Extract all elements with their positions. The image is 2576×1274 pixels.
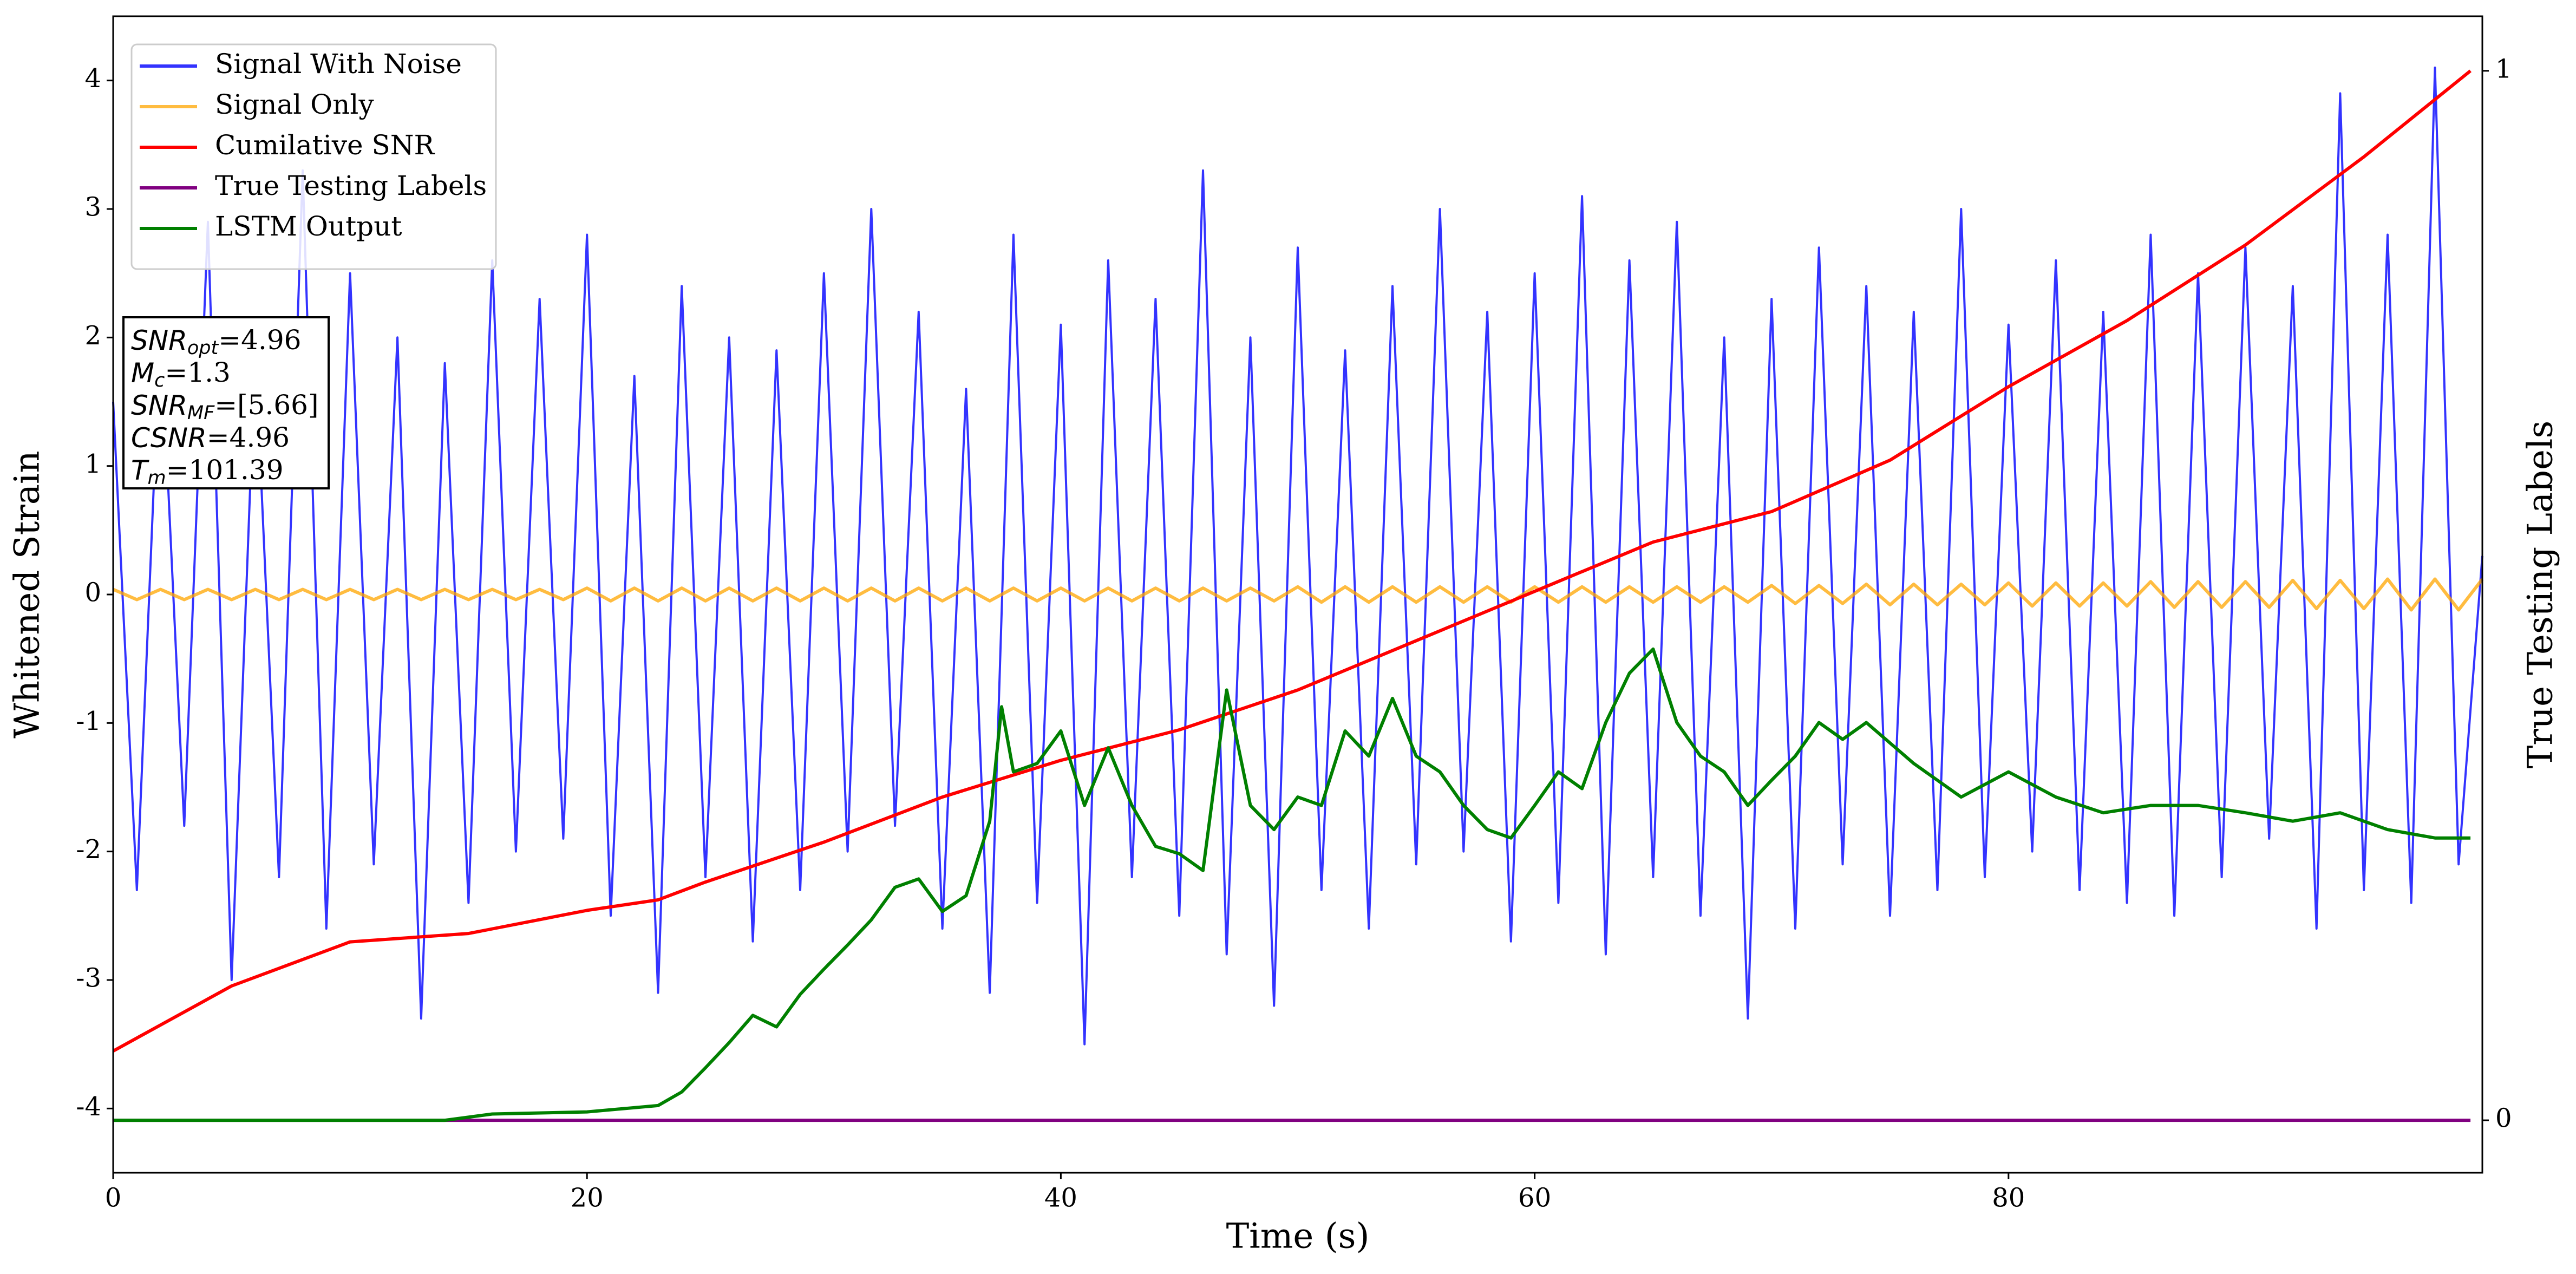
x-tick-label: 40: [1044, 1183, 1077, 1213]
legend-label: LSTM Output: [215, 211, 402, 242]
annotation-text: SNRopt=4.96: [131, 324, 301, 359]
series-line: [112, 577, 2484, 612]
annotation-text: Tm=101.39: [131, 454, 284, 489]
annotation-text: CSNR=4.96: [131, 422, 290, 454]
annotation-subscript: m: [148, 467, 166, 489]
annotation-symbol: SNR: [131, 325, 187, 356]
annotation-value: =1.3: [165, 357, 230, 388]
x-tick-label: 80: [1992, 1183, 2025, 1213]
y-tick-label: 4: [84, 63, 101, 94]
annotation-value: =101.39: [166, 454, 284, 486]
x-axis-label: Time (s): [1226, 1217, 1370, 1257]
y2-axis-label: True Testing Labels: [2521, 421, 2561, 769]
legend-label: Cumilative SNR: [215, 129, 435, 161]
series-line: [112, 66, 2483, 1046]
y-tick-label: 3: [84, 192, 101, 223]
annotation-value: =4.96: [207, 422, 290, 453]
y-tick-label: 1: [84, 449, 101, 479]
annotation-box: [122, 316, 330, 489]
plot-area: [112, 66, 2484, 1122]
y-tick-label: -2: [76, 834, 101, 865]
annotation-subscript: c: [154, 370, 165, 391]
y2-tick-label: 1: [2495, 54, 2512, 84]
x-tick-label: 60: [1518, 1183, 1551, 1213]
x-tick-label: 20: [571, 1183, 604, 1213]
series-line: [113, 647, 2471, 1122]
y-axis-label: Whitened Strain: [8, 450, 48, 738]
annotation-symbol: CSNR: [131, 422, 207, 454]
legend-label: True Testing Labels: [215, 170, 487, 201]
series-line: [112, 69, 2472, 1053]
y-tick-label: 2: [84, 321, 101, 351]
annotation-subscript: opt: [187, 337, 219, 359]
annotation-value: =4.96: [218, 324, 301, 356]
y2-tick-label: 0: [2495, 1103, 2512, 1134]
annotation-text: SNRMF=[5.66]: [131, 389, 318, 424]
y-tick-label: -4: [76, 1092, 101, 1122]
y-tick-label: -3: [76, 963, 101, 994]
annotation-symbol: M: [131, 357, 154, 389]
x-tick-label: 0: [105, 1183, 122, 1213]
legend-label: Signal Only: [215, 89, 374, 120]
annotation-symbol: T: [131, 455, 149, 486]
legend-label: Signal With Noise: [215, 48, 462, 80]
annotation-text: Mc=1.3: [131, 357, 231, 391]
annotation-subscript: MF: [187, 402, 215, 424]
annotation-symbol: SNR: [131, 390, 187, 421]
y-tick-label: -1: [76, 706, 101, 736]
y-tick-label: 0: [84, 578, 101, 608]
legend-box: [130, 43, 497, 270]
annotation-value: =[5.66]: [214, 389, 318, 421]
